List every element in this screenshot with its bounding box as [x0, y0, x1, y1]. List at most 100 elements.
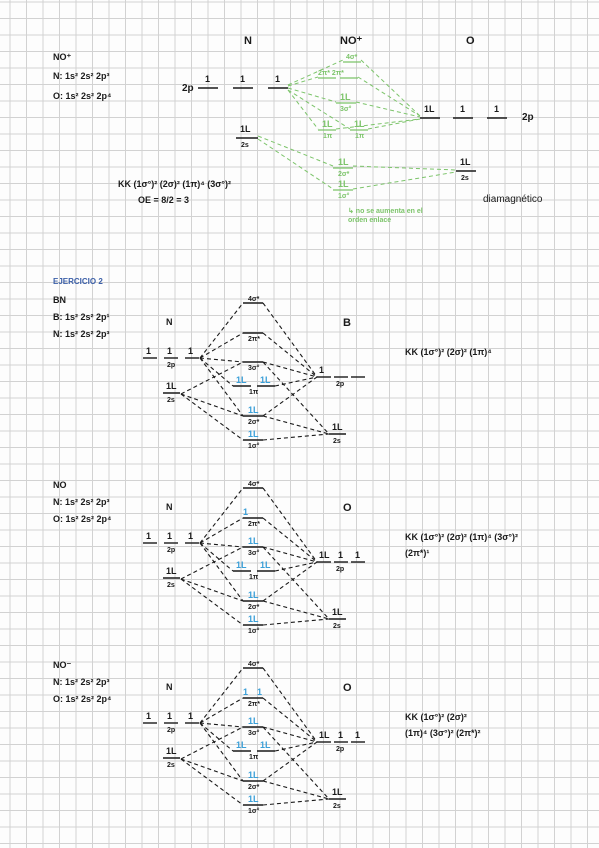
mo-2pistar-label: 2π*: [248, 336, 260, 343]
mo-1sigma-occ: 1L: [248, 614, 259, 624]
correlation-line: [262, 697, 318, 743]
mo-3sigma-label: 3σ°: [248, 730, 260, 737]
mo-1pi-label: 1π: [249, 574, 259, 581]
right-2s-occ: 1L: [332, 607, 343, 617]
config-b: O: 1s² 2s² 2p⁴: [53, 514, 112, 524]
correlation-line: [262, 546, 330, 620]
left-atom-label: N: [166, 682, 173, 692]
top-n-2p-occ-3: 1: [275, 74, 281, 84]
correlation-line: [262, 726, 318, 743]
correlation-line: [262, 361, 318, 378]
top-mo-1pi-1: 1π: [323, 133, 333, 140]
mo-2sigma-label: 2σ*: [248, 419, 260, 426]
left-2s-occ: 1L: [166, 566, 177, 576]
correlation-line: [180, 726, 244, 760]
mo-1pi-occ-1: 1L: [236, 740, 247, 750]
top-mo-1pi-2: 1π: [355, 133, 365, 140]
correlation-line: [274, 376, 318, 387]
left-2p-occ-2: 1: [167, 531, 173, 541]
top-n-2p-label: 2p: [182, 83, 194, 94]
mo-1sigma-label: 1σ°: [248, 628, 260, 635]
correlation-line: [180, 758, 244, 782]
right-2p-occ-2: 1: [338, 550, 344, 560]
left-2s-label: 2s: [167, 397, 175, 404]
mo-2sigma-occ: 1L: [248, 770, 259, 780]
config-b: N: 1s² 2s² 2p³: [53, 329, 110, 339]
mo-1pi-label: 1π: [249, 389, 259, 396]
right-2s-label: 2s: [333, 438, 341, 445]
correlation-line: [262, 487, 318, 563]
correlation-line: [180, 578, 244, 626]
right-2p-occ-1: 1: [319, 365, 325, 375]
config-a: N: 1s² 2s² 2p³: [53, 497, 110, 507]
species-label: BN: [53, 295, 66, 305]
right-2s-occ: 1L: [332, 787, 343, 797]
top-mo-3s: 3σ°: [340, 106, 352, 113]
left-2s-occ: 1L: [166, 381, 177, 391]
left-2p-occ-1: 1: [146, 531, 152, 541]
correlation-line: [199, 542, 244, 548]
top-mo-1s: 1σ°: [338, 193, 350, 200]
mo-1pi-occ-2: 1L: [260, 560, 271, 570]
top-o-2s-occ: 1L: [460, 157, 471, 167]
top-o-2p-occ-2: 1: [460, 104, 466, 114]
top-species: NO⁺: [53, 52, 72, 62]
left-2p-occ-1: 1: [146, 346, 152, 356]
correlation-line: [180, 393, 244, 441]
top-mo-1s-occ: 1L: [338, 179, 349, 189]
correlation-line: [262, 415, 330, 435]
correlation-line: [262, 726, 330, 800]
right-atom-label: B: [343, 317, 351, 329]
mo-2pistar-occ-1: 1: [243, 507, 249, 517]
right-2p-occ-3: 1: [355, 550, 361, 560]
mo-3sigma-label: 3σ°: [248, 365, 260, 372]
right-2p-occ-1: 1L: [319, 550, 330, 560]
correlation-line: [180, 393, 244, 417]
mo-1pi-label: 1π: [249, 754, 259, 761]
mo-2pistar-occ-1: 1: [243, 687, 249, 697]
mo-3sigma-label: 3σ°: [248, 550, 260, 557]
config-a: N: 1s² 2s² 2p³: [53, 677, 110, 687]
mo-2pistar-label: 2π*: [248, 521, 260, 528]
left-2p-occ-3: 1: [188, 711, 194, 721]
correlation-line: [199, 357, 244, 363]
top-col-o: O: [466, 35, 475, 47]
correlation-line: [262, 546, 318, 563]
top-bond-order: OE = 8/2 = 3: [138, 195, 190, 205]
correlation-line: [262, 302, 318, 378]
correlation-line: [274, 561, 318, 572]
mo-4sigma-label: 4σ*: [248, 661, 260, 668]
left-2p-occ-3: 1: [188, 346, 194, 356]
left-2p-occ-1: 1: [146, 711, 152, 721]
mo-1pi-occ-1: 1L: [236, 375, 247, 385]
mo-1pi-occ-2: 1L: [260, 375, 271, 385]
right-2s-label: 2s: [333, 803, 341, 810]
correlation-line: [199, 357, 244, 417]
correlation-line: [199, 542, 234, 572]
correlation-line: [262, 667, 318, 743]
left-atom-label: N: [166, 317, 173, 327]
mo-2pistar-occ-2: 1: [257, 687, 263, 697]
top-mo-2s-occ: 1L: [338, 157, 349, 167]
mo-2sigma-label: 2σ*: [248, 784, 260, 791]
left-2p-occ-2: 1: [167, 711, 173, 721]
electron-config-line-0: KK (1σ°)² (2σ)² (1π)⁴ (3σ°)²: [405, 532, 519, 542]
top-note: ↳ no se aumenta en el orden enlace: [348, 208, 423, 224]
mo-1pi-occ-1: 1L: [236, 560, 247, 570]
correlation-line: [199, 722, 234, 752]
left-atom-label: N: [166, 502, 173, 512]
mo-4sigma-label: 4σ*: [248, 481, 260, 488]
correlation-line: [199, 722, 244, 728]
correlation-line: [180, 546, 244, 580]
correlation-line: [199, 487, 244, 544]
top-n-2p-occ-1: 1: [205, 74, 211, 84]
top-col-n: N: [244, 35, 252, 47]
left-2s-label: 2s: [167, 762, 175, 769]
right-2p-occ-2: 1: [338, 730, 344, 740]
right-2p-label: 2p: [336, 566, 345, 573]
correlation-line: [180, 578, 244, 602]
top-o-2s-label: 2s: [461, 175, 469, 182]
